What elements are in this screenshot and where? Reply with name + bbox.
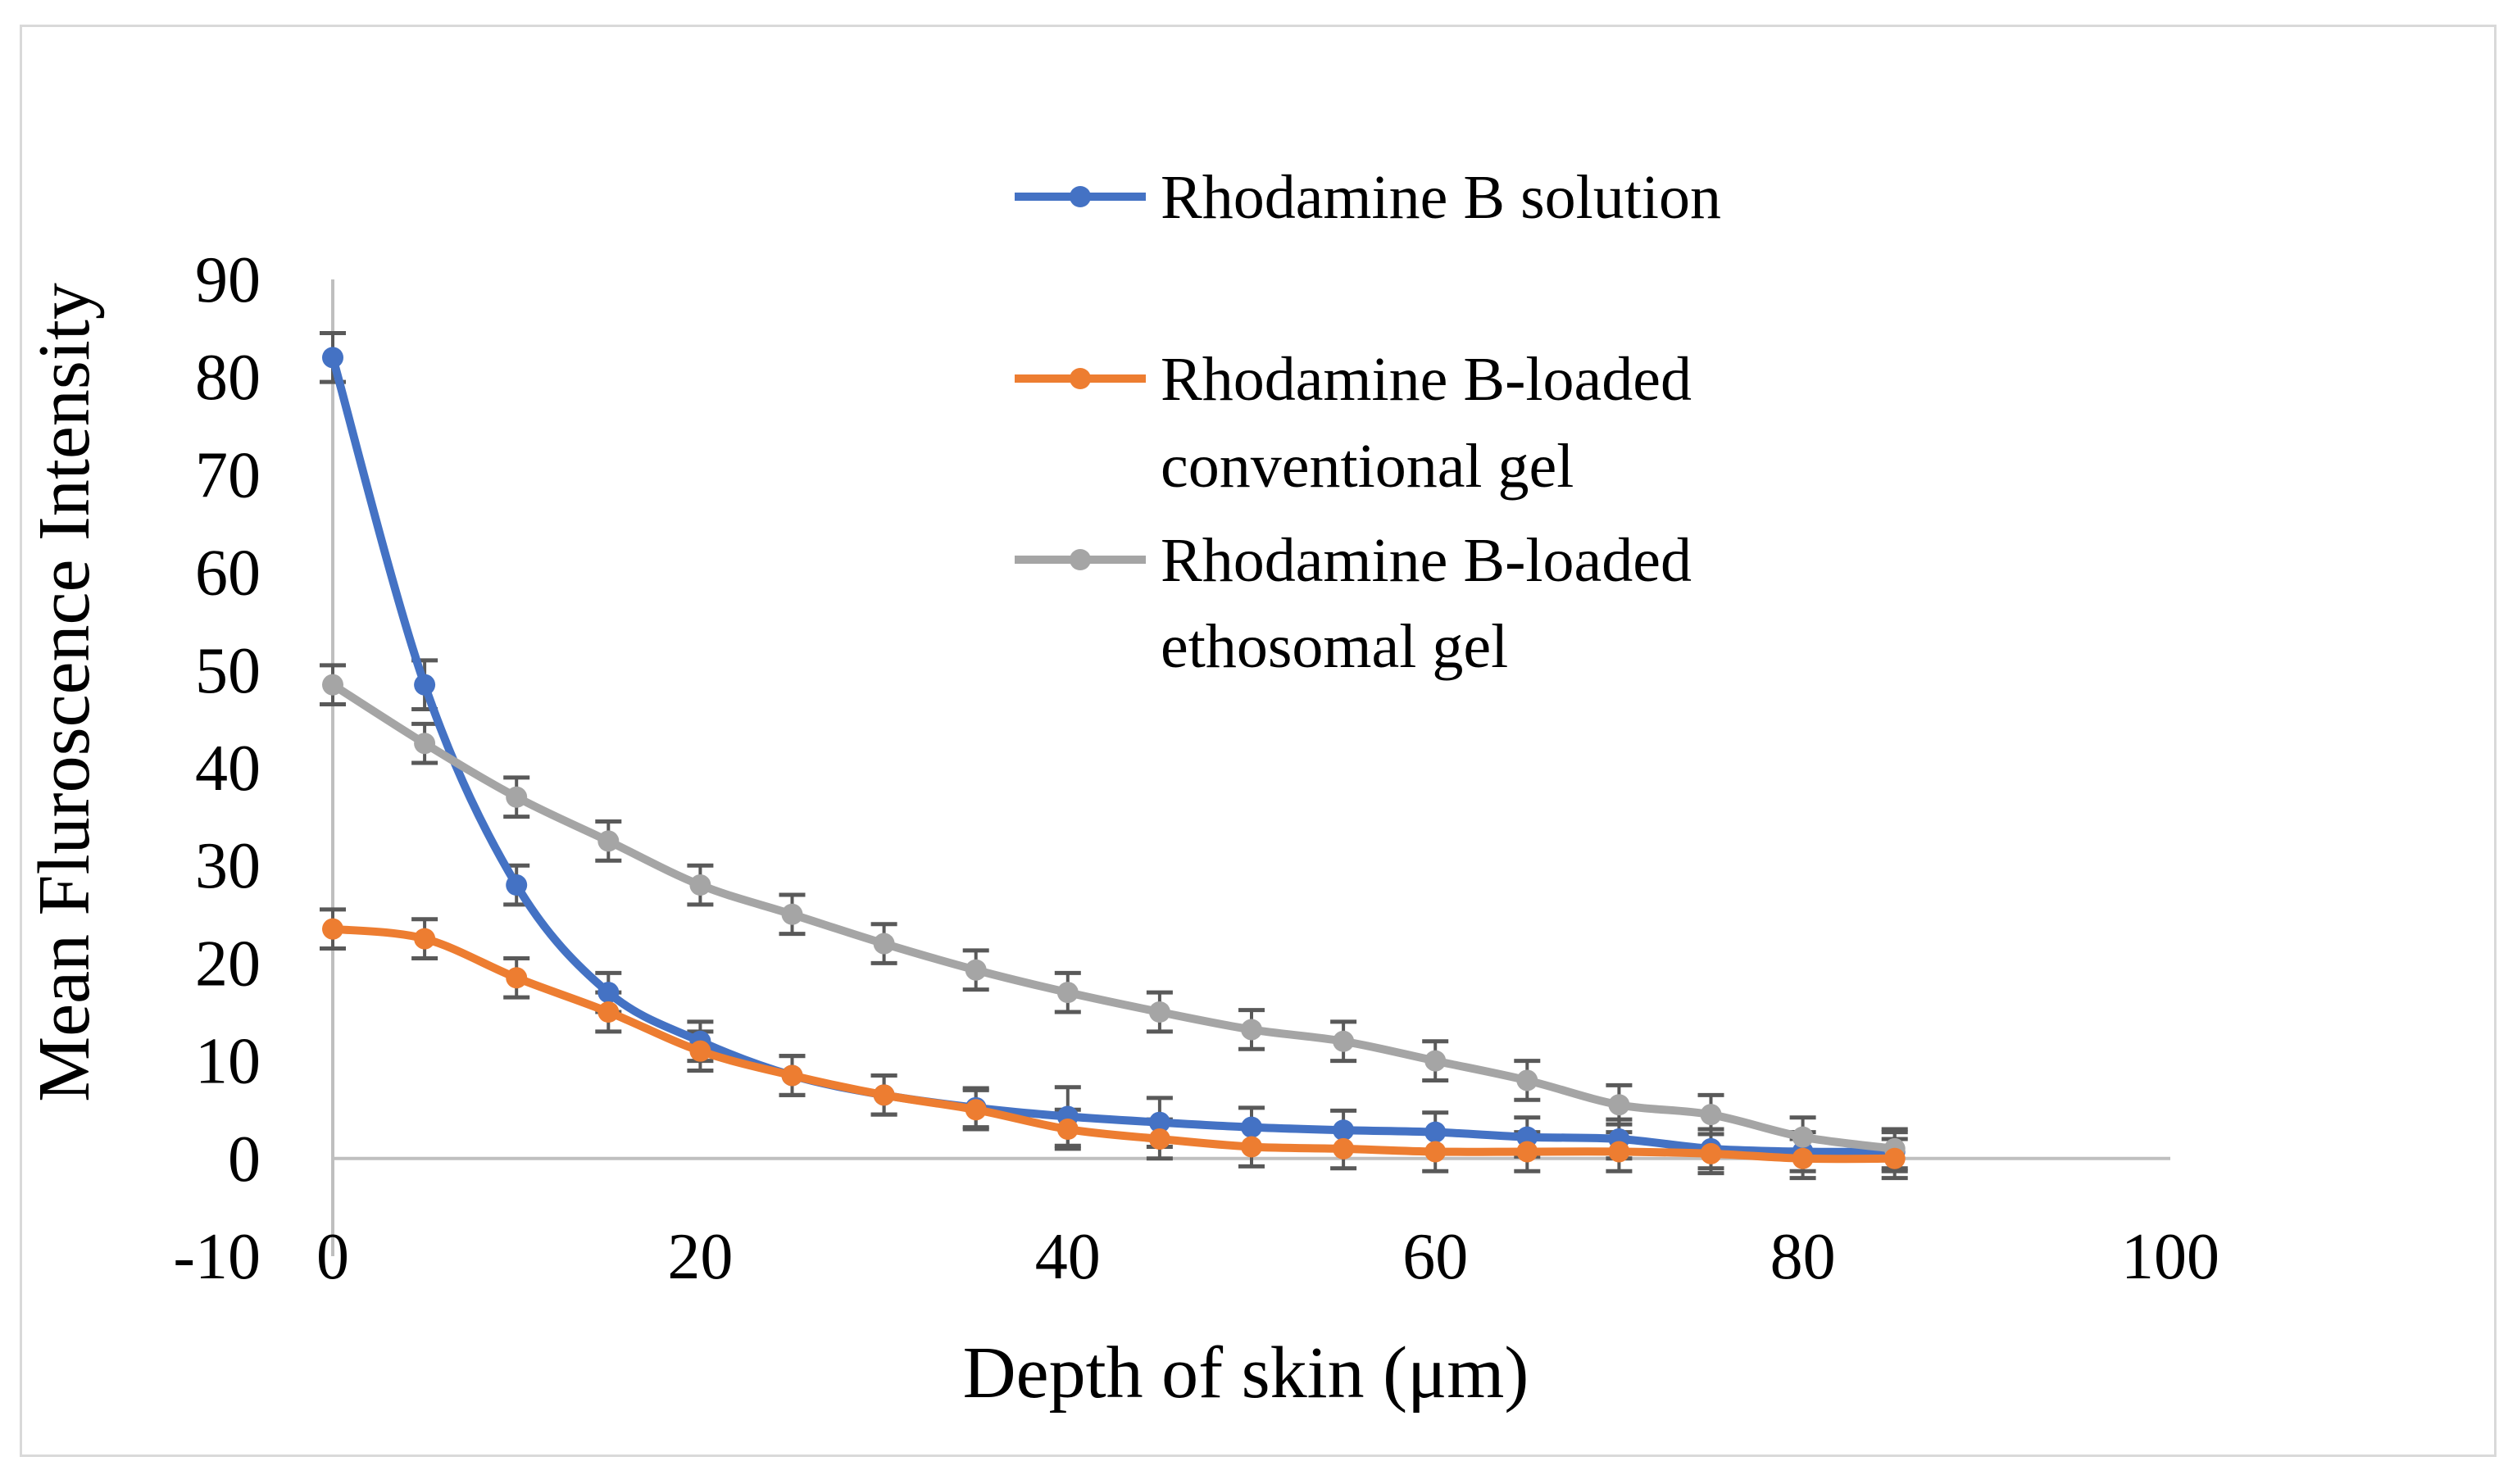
x-tick-label: 60 <box>1402 1221 1468 1293</box>
data-point <box>873 933 895 955</box>
data-point <box>1241 1136 1262 1158</box>
data-point <box>1608 1094 1630 1116</box>
x-tick-label: 100 <box>2121 1221 2219 1293</box>
legend-marker-3 <box>1070 549 1091 570</box>
data-point <box>1516 1069 1538 1091</box>
data-point <box>1148 1001 1170 1023</box>
y-tick-label: 70 <box>195 439 261 511</box>
data-point <box>1241 1116 1262 1138</box>
legend-marker-1 <box>1070 186 1091 207</box>
data-point <box>1424 1141 1447 1163</box>
data-point <box>965 959 987 981</box>
series-layer <box>320 331 1908 1181</box>
y-tick-label: 0 <box>228 1123 261 1196</box>
data-point <box>506 967 528 989</box>
y-tick-label: 10 <box>195 1026 261 1098</box>
data-point <box>322 918 343 940</box>
data-point <box>1424 1121 1447 1143</box>
y-tick-label: 50 <box>195 635 261 707</box>
legend-label-3: Rhodamine B-loaded <box>1161 526 1692 595</box>
data-point <box>414 674 436 696</box>
y-tick-label: -10 <box>173 1221 261 1293</box>
legend-label-2: conventional gel <box>1161 432 1574 501</box>
legend-marker-2 <box>1070 368 1091 389</box>
data-point <box>1883 1147 1906 1169</box>
data-point <box>1241 1019 1262 1041</box>
data-point <box>1516 1141 1538 1163</box>
y-tick-label: 20 <box>195 928 261 1000</box>
x-tick-label: 20 <box>667 1221 733 1293</box>
error-bars-3 <box>320 663 1908 1171</box>
data-point <box>1148 1128 1170 1150</box>
series-line-1 <box>329 353 1899 1156</box>
data-point <box>1333 1030 1355 1052</box>
data-point <box>1148 1111 1170 1133</box>
data-point <box>506 786 528 808</box>
data-point <box>1424 1050 1447 1072</box>
series-line-3 <box>329 680 1899 1153</box>
series-line-2 <box>329 924 1899 1164</box>
y-tick-label: 90 <box>195 244 261 316</box>
legend-label-1: Rhodamine B solution <box>1161 163 1721 232</box>
data-point <box>1792 1126 1814 1148</box>
error-bars-1 <box>320 331 1908 1173</box>
y-tick-label: 60 <box>195 538 261 610</box>
data-point <box>1700 1104 1722 1126</box>
legend: Rhodamine B solution Rhodamine B-loaded co… <box>1015 163 1721 681</box>
data-point <box>322 347 343 369</box>
data-point <box>781 903 803 925</box>
legend-label-3: ethosomal gel <box>1161 612 1508 681</box>
data-point <box>414 928 436 950</box>
data-point <box>1608 1141 1630 1163</box>
data-point <box>1700 1142 1722 1164</box>
x-tick-label: 40 <box>1035 1221 1101 1293</box>
data-point <box>689 1040 711 1062</box>
y-tick-label: 80 <box>195 342 261 414</box>
data-point <box>1333 1119 1355 1141</box>
y-tick-label: 30 <box>195 830 261 902</box>
data-point <box>322 674 343 696</box>
data-point <box>414 733 436 755</box>
data-point <box>597 982 620 1004</box>
data-point <box>873 1084 895 1106</box>
legend-label-2: Rhodamine B-loaded <box>1161 345 1692 414</box>
y-tick-label: 40 <box>195 733 261 805</box>
data-point <box>1333 1137 1355 1160</box>
x-axis-title: Depth of skin (μm) <box>963 1332 1529 1414</box>
data-point <box>689 874 711 896</box>
data-point <box>597 1001 620 1023</box>
data-point <box>506 874 528 896</box>
data-point <box>1056 1119 1079 1141</box>
data-point <box>1056 982 1079 1004</box>
data-point <box>597 830 620 852</box>
x-tick-label: 80 <box>1770 1221 1836 1293</box>
data-point <box>1792 1147 1814 1169</box>
y-axis-title: Mean Fluroscence Intensity <box>24 283 105 1102</box>
data-point <box>781 1064 803 1087</box>
x-tick-label: 0 <box>316 1221 349 1293</box>
data-point <box>965 1099 987 1121</box>
data-point <box>1516 1126 1538 1148</box>
